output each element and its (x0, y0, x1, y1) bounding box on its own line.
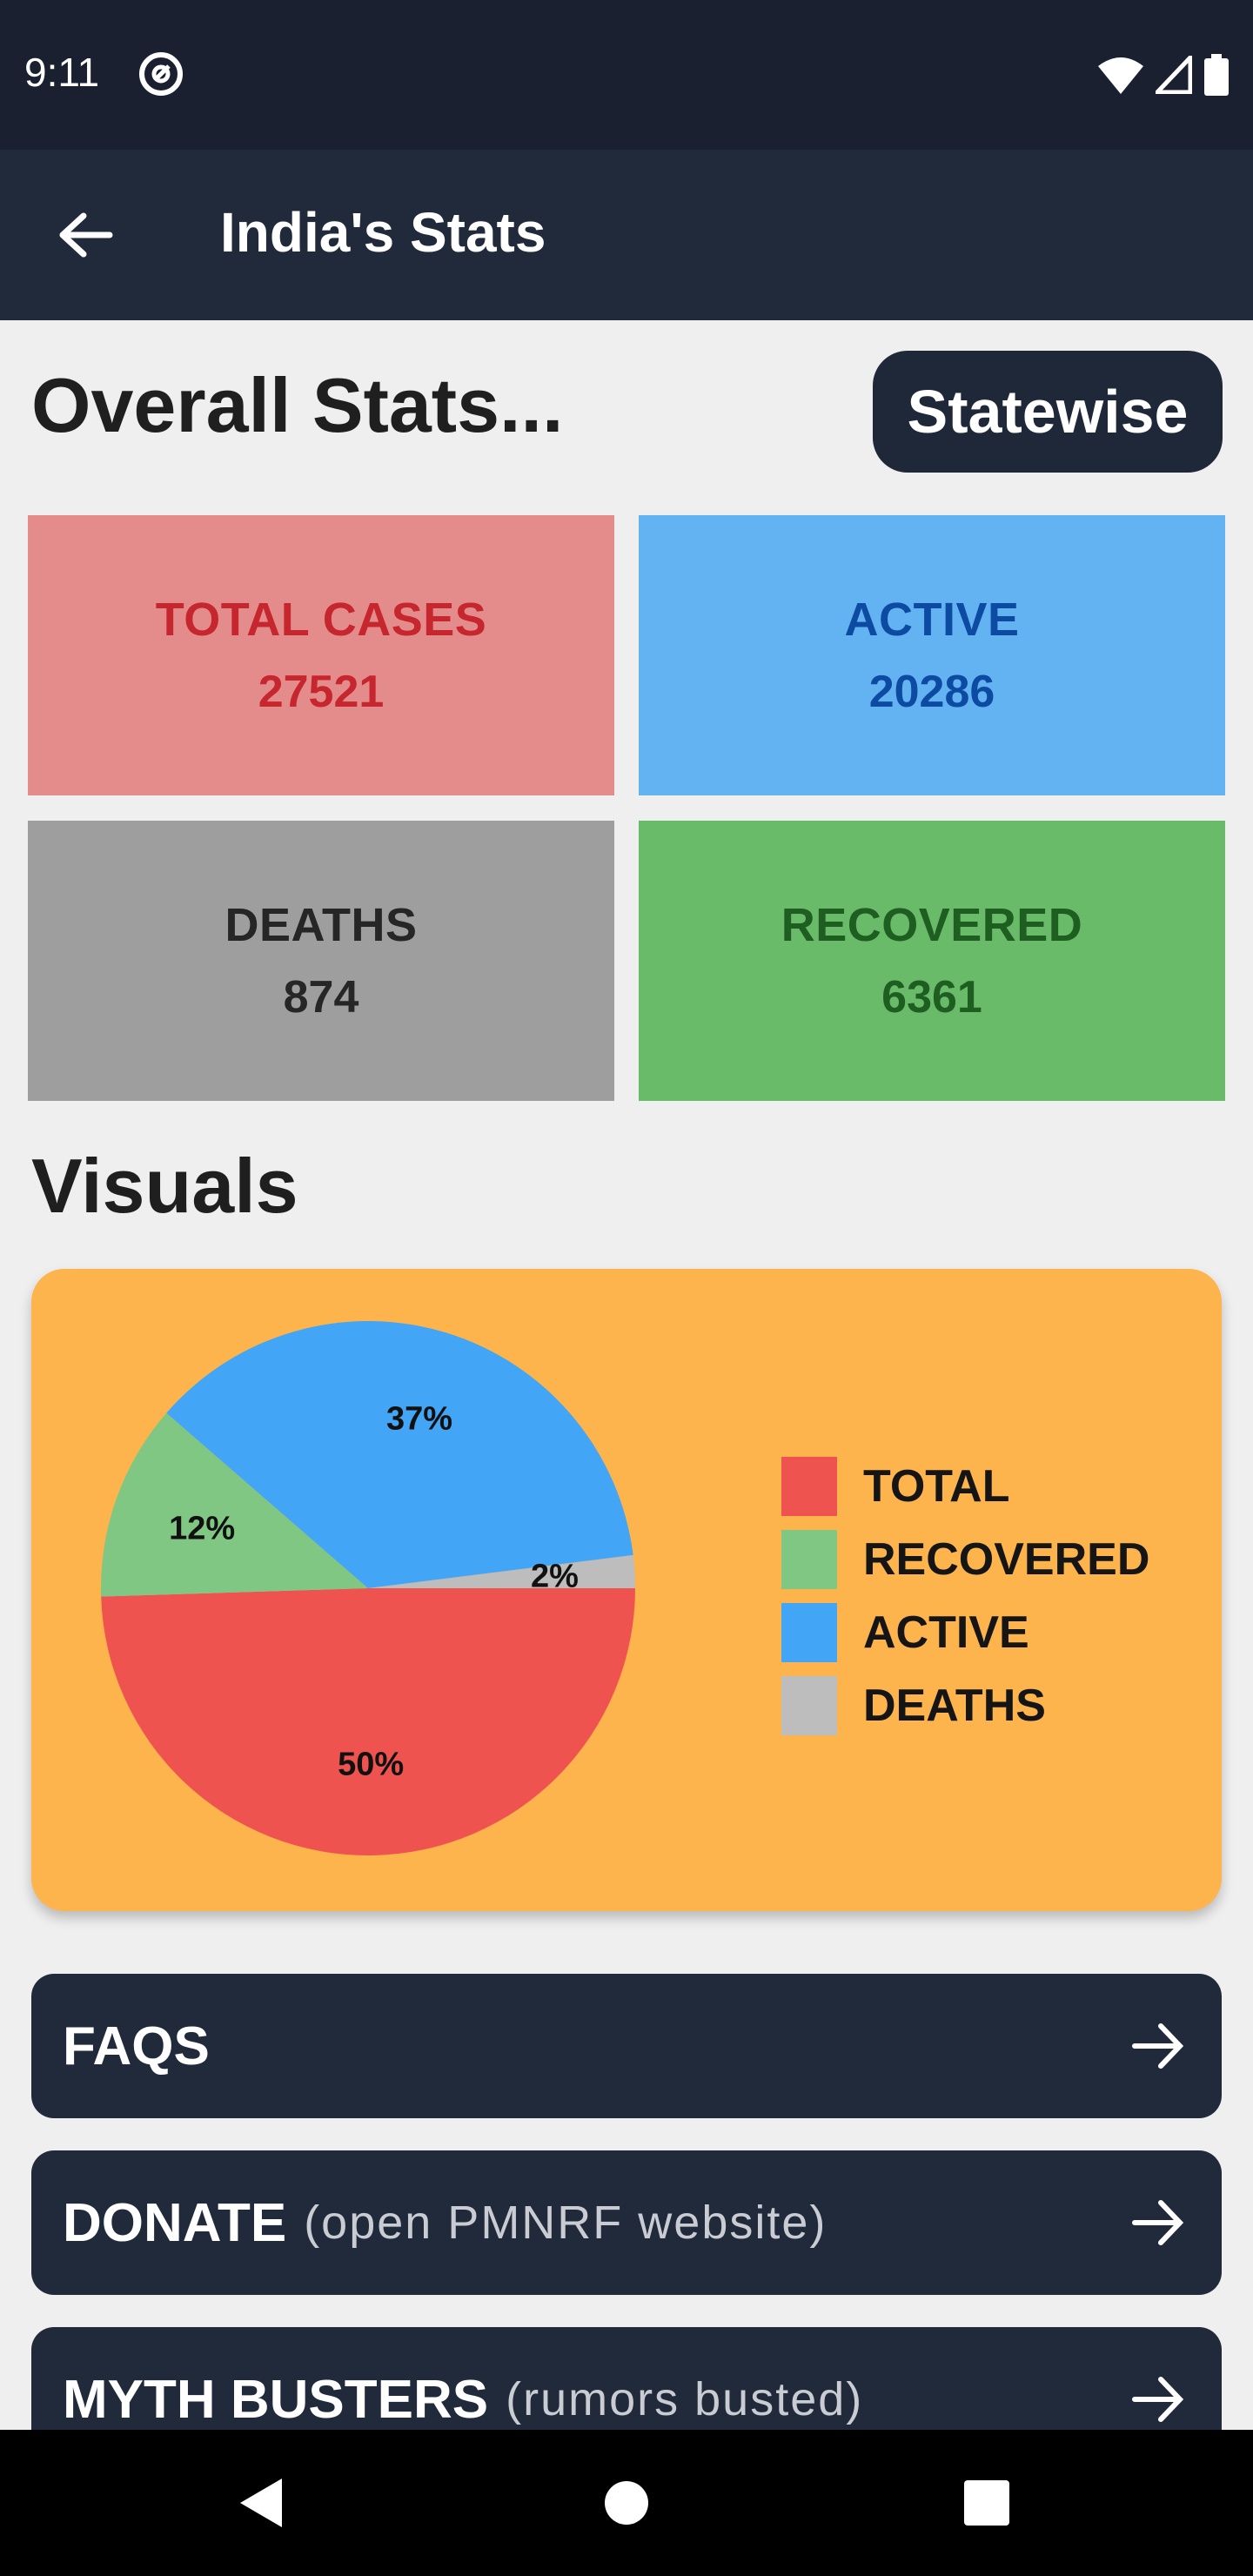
total-cases-card: TOTAL CASES 27521 (28, 515, 614, 795)
active-label: ACTIVE (844, 594, 1020, 646)
legend-item-recovered: RECOVERED (781, 1523, 1149, 1596)
system-home-button[interactable] (592, 2468, 661, 2538)
pie-slice-recovered (101, 1412, 368, 1597)
system-recents-button[interactable] (952, 2468, 1022, 2538)
legend-label-total: TOTAL (863, 1461, 1010, 1512)
wifi-icon (1098, 56, 1143, 98)
triangle-back-icon (240, 2479, 282, 2527)
recovered-card: RECOVERED 6361 (639, 821, 1225, 1101)
system-back-button[interactable] (226, 2468, 296, 2538)
page-title: India's Stats (220, 201, 546, 264)
deaths-card: DEATHS 874 (28, 821, 614, 1101)
legend-item-deaths: DEATHS (781, 1669, 1149, 1742)
status-bar: 9:11 (0, 0, 1253, 150)
donate-button[interactable]: DONATE (open PMNRF website) (31, 2150, 1222, 2295)
legend-label-deaths: DEATHS (863, 1680, 1046, 1731)
pie-label-recovered: 12% (169, 1510, 236, 1547)
signal-icon (1152, 51, 1193, 98)
donate-label: DONATE (63, 2192, 287, 2253)
deaths-value: 874 (283, 972, 359, 1023)
deaths-label: DEATHS (224, 899, 418, 951)
pie-slice-total (101, 1588, 635, 1855)
pie-label-total: 50% (338, 1746, 405, 1783)
myth-busters-sublabel: (rumors busted) (506, 2373, 864, 2425)
visuals-heading: Visuals (31, 1143, 298, 1229)
visuals-card: 50% 12% 37% 2% TOTAL RECOVERED ACTIVE DEATH… (31, 1269, 1222, 1911)
legend-item-active: ACTIVE (781, 1596, 1149, 1669)
pie-slice-deaths (368, 1554, 635, 1588)
active-card: ACTIVE 20286 (639, 515, 1225, 795)
app-bar: India's Stats (0, 150, 1253, 320)
donate-sublabel: (open PMNRF website) (304, 2197, 828, 2249)
faqs-button-text: FAQS (63, 1974, 210, 2118)
arrow-right-icon (1132, 2023, 1184, 2069)
square-recents-icon (964, 2480, 1009, 2526)
legend-swatch-recovered (781, 1530, 837, 1589)
myth-busters-label: MYTH BUSTERS (63, 2369, 489, 2430)
arrow-right-icon (1132, 2377, 1184, 2422)
back-button[interactable] (49, 198, 122, 272)
legend-swatch-active (781, 1603, 837, 1662)
legend-item-total: TOTAL (781, 1450, 1149, 1523)
statewise-button[interactable]: Statewise (873, 351, 1223, 473)
back-arrow-icon (59, 212, 113, 258)
system-navigation-bar (0, 2430, 1253, 2576)
pie-label-active: 37% (385, 1400, 453, 1438)
pie-chart (101, 1321, 635, 1855)
faqs-button[interactable]: FAQS (31, 1974, 1222, 2118)
myth-busters-button-text: MYTH BUSTERS (rumors busted) (63, 2327, 863, 2472)
faqs-label: FAQS (63, 2016, 210, 2076)
total-cases-label: TOTAL CASES (155, 594, 487, 646)
pie-label-deaths: 2% (531, 1558, 579, 1595)
recovered-value: 6361 (881, 972, 982, 1023)
donate-button-text: DONATE (open PMNRF website) (63, 2150, 827, 2295)
active-value: 20286 (868, 667, 995, 717)
legend-label-active: ACTIVE (863, 1607, 1029, 1658)
pie-slice-active (166, 1321, 633, 1588)
battery-icon (1204, 54, 1229, 100)
legend-swatch-total (781, 1457, 837, 1516)
total-cases-value: 27521 (258, 667, 385, 717)
legend-label-recovered: RECOVERED (863, 1534, 1150, 1585)
status-time: 9:11 (24, 50, 100, 95)
overall-stats-heading: Overall Stats... (31, 362, 564, 448)
chart-legend: TOTAL RECOVERED ACTIVE DEATHS (781, 1450, 1149, 1742)
at-sign-icon (137, 50, 184, 97)
recovered-label: RECOVERED (781, 899, 1083, 951)
arrow-right-icon (1132, 2200, 1184, 2245)
legend-swatch-deaths (781, 1676, 837, 1735)
circle-home-icon (605, 2481, 648, 2525)
